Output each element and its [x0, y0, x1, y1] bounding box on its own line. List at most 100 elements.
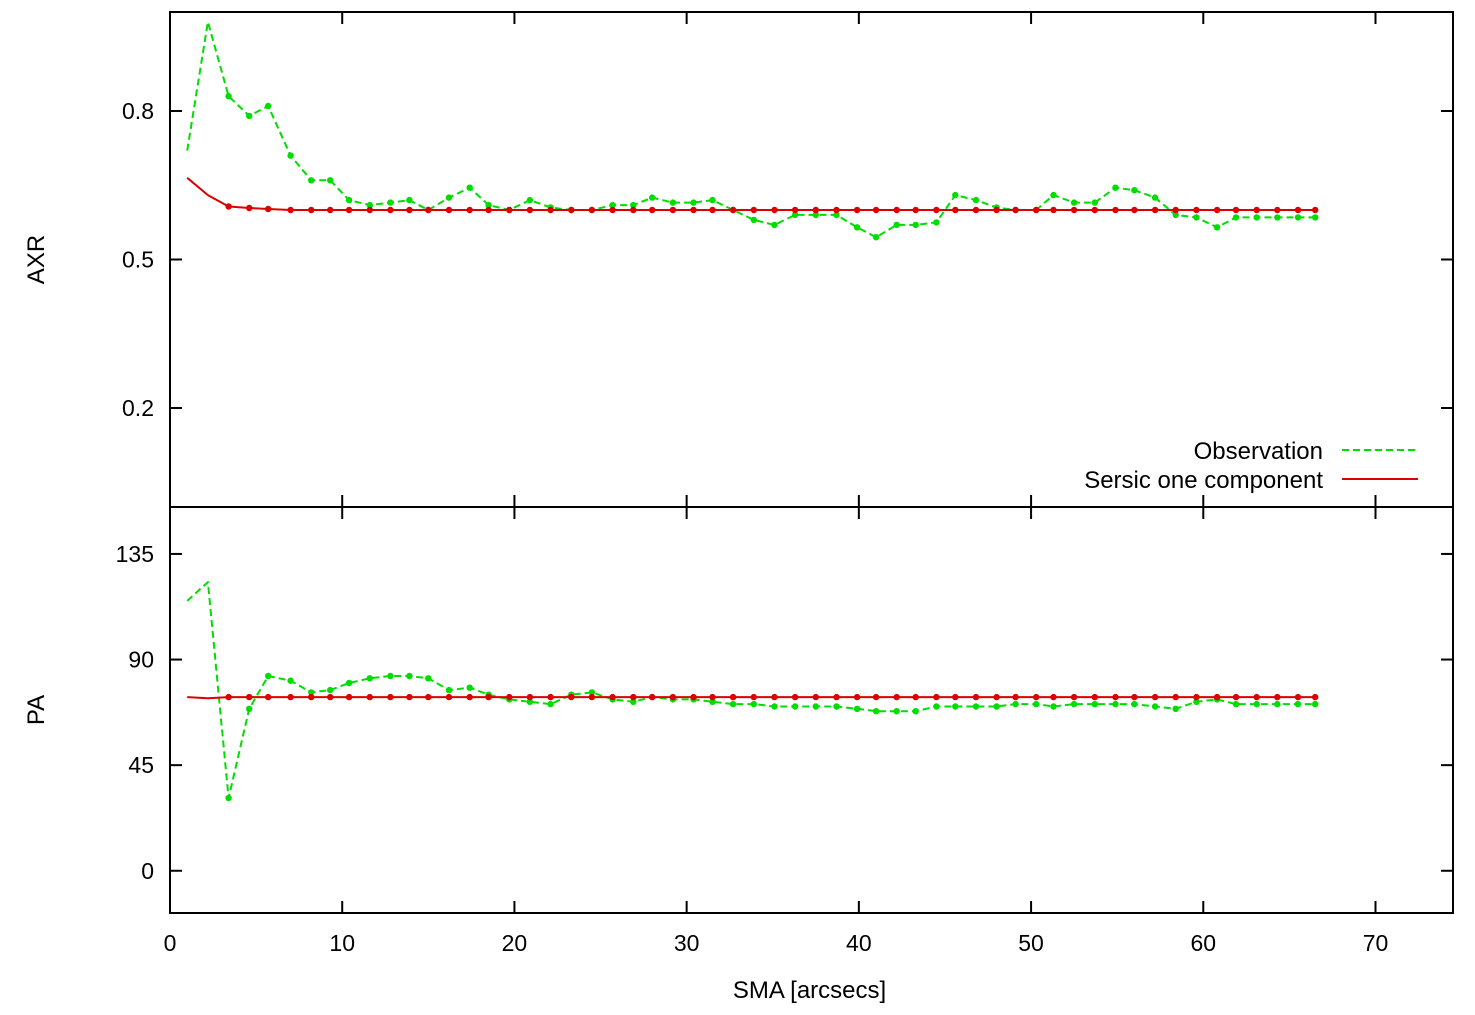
axr-sersic-point: [1172, 206, 1179, 214]
pa-sersic-point: [425, 693, 432, 701]
pa-observation-point: [1312, 700, 1319, 708]
pa-sersic-point: [1112, 693, 1119, 701]
axr-sersic-point: [1151, 206, 1159, 214]
axr-sersic-point: [690, 206, 697, 214]
axr-observation-point: [1294, 214, 1302, 221]
axr-sersic-point: [1274, 206, 1281, 214]
axr-observation-point: [1213, 224, 1221, 231]
axr-observation-point: [1274, 214, 1281, 221]
axr-observation-point: [853, 224, 861, 231]
pa-observation-line: [186, 581, 1316, 799]
axr-sersic-point: [1012, 206, 1019, 214]
pa-sersic-point: [972, 693, 980, 701]
axr-observation-point: [225, 93, 232, 100]
pa-sersic-point: [327, 693, 334, 701]
pa-observation-point: [791, 703, 799, 710]
pa-observation-point: [750, 700, 757, 708]
pa-observation-point: [1274, 700, 1281, 708]
pa-observation-point: [588, 689, 596, 696]
axr-observation-point: [1070, 199, 1078, 206]
axr-observation-point: [933, 219, 940, 226]
pa-observation-point: [933, 703, 940, 710]
pa-ytick-label: 90: [128, 647, 154, 673]
axr-sersic-point: [609, 206, 616, 214]
xtick-label: 20: [502, 930, 528, 956]
axr-observation-point: [406, 196, 413, 204]
pa-sersic-point: [952, 693, 959, 701]
pa-observation-point: [287, 677, 294, 684]
axr-sersic-point: [246, 204, 253, 212]
pa-observation-point: [1033, 700, 1040, 708]
pa-ylabel: PA: [23, 695, 50, 725]
pa-sersic-point: [485, 693, 492, 701]
pa-observation-point: [893, 708, 900, 715]
pa-ytick-label: 135: [116, 541, 154, 567]
pa-observation-point: [729, 700, 737, 708]
axr-sersic-point: [750, 206, 757, 214]
axr-observation-point: [791, 211, 799, 219]
axr-sersic-point: [1050, 206, 1057, 214]
axr-sersic-point: [791, 206, 799, 214]
axr-observation-point: [287, 152, 294, 159]
axr-sersic-point: [993, 206, 1000, 214]
pa-sersic-point: [1274, 693, 1281, 701]
xtick-label: 0: [164, 930, 177, 956]
pa-observation-point: [771, 703, 778, 710]
pa-sersic-point: [933, 693, 940, 701]
axr-sersic-point: [547, 206, 554, 214]
axr-sersic-point: [649, 206, 656, 214]
axr-observation-point: [445, 194, 453, 201]
axr-observation-point: [912, 221, 919, 229]
pa-sersic-point: [833, 693, 840, 701]
axr-observation-point: [972, 196, 980, 204]
pa-sersic-point: [669, 693, 677, 701]
axr-observation-point: [771, 221, 778, 229]
axr-observation-point: [1172, 211, 1179, 219]
pa-sersic-point: [1091, 693, 1099, 701]
axr-series-observation: [186, 20, 1319, 241]
axr-sersic-point: [912, 206, 919, 214]
axr-sersic-point: [952, 206, 959, 214]
pa-observation-point: [630, 698, 637, 705]
axr-observation-point: [1050, 191, 1057, 199]
pa-sersic-point: [649, 693, 656, 701]
pa-observation-point: [1253, 700, 1260, 708]
pa-sersic-point: [1232, 693, 1240, 701]
axr-observation-point: [345, 196, 353, 204]
axr-sersic-point: [812, 206, 819, 214]
pa-observation-point: [387, 672, 394, 680]
pa-sersic-point: [588, 693, 596, 701]
axr-sersic-point: [1312, 206, 1319, 214]
axr-observation-point: [709, 196, 716, 204]
pa-sersic-point: [1131, 693, 1138, 701]
pa-observation-point: [853, 705, 861, 712]
axr-observation-point: [1193, 214, 1200, 221]
axr-sersic-point: [588, 206, 596, 214]
axr-observation-point: [750, 216, 757, 224]
pa-sersic-point: [1193, 693, 1200, 701]
pa-sersic-point: [406, 693, 413, 701]
xtick-label: 50: [1018, 930, 1044, 956]
pa-sersic-point: [812, 693, 819, 701]
axr-observation-point: [1091, 199, 1099, 206]
axr-observation-point: [1131, 187, 1138, 194]
pa-series-observation: [186, 581, 1319, 802]
axr-sersic-point: [568, 206, 575, 214]
pa-sersic-point: [771, 693, 778, 701]
axr-sersic-point: [1232, 206, 1240, 214]
axr-observation-point: [366, 201, 373, 209]
pa-sersic-point: [547, 693, 554, 701]
pa-observation-point: [526, 698, 534, 705]
pa-sersic-point: [568, 693, 575, 701]
axr-ytick-label: 0.5: [122, 247, 154, 273]
pa-observation-point: [406, 672, 413, 680]
axr-observation-point: [246, 112, 253, 120]
pa-sersic-point: [912, 693, 919, 701]
axr-sersic-point: [1131, 206, 1138, 214]
pa-observation-point: [225, 794, 232, 802]
pa-sersic-point: [445, 693, 453, 701]
axr-sersic-point: [1070, 206, 1078, 214]
pa-sersic-point: [791, 693, 799, 701]
xtick-label: 40: [846, 930, 872, 956]
